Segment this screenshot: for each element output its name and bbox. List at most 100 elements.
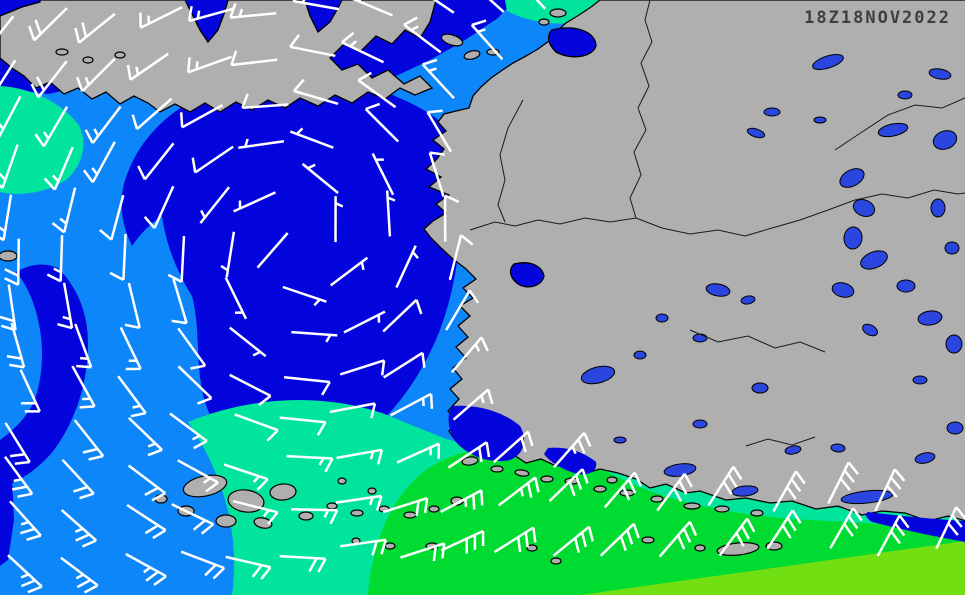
- lakes-layer: [580, 53, 964, 505]
- wind-barb: [233, 191, 277, 213]
- region-border: [834, 97, 965, 151]
- island: [463, 50, 481, 60]
- wind-barb: [389, 392, 434, 417]
- wind-barb: [279, 416, 327, 436]
- wind-barb: [335, 494, 383, 511]
- wind-barb: [357, 71, 397, 109]
- lake: [746, 127, 766, 139]
- wind-barb: [177, 365, 213, 405]
- lake: [784, 445, 802, 455]
- region-border: [635, 189, 965, 237]
- island: [253, 517, 273, 529]
- wind-barb: [403, 16, 442, 54]
- island: [490, 465, 504, 473]
- wind-barb: [186, 55, 232, 74]
- lake: [843, 226, 863, 250]
- wind-barb: [73, 419, 105, 461]
- wind-barb: [60, 509, 98, 548]
- landmass-east: [423, 0, 965, 522]
- wind-barb: [229, 2, 277, 19]
- wind-barb: [440, 529, 485, 554]
- wind-barb: [28, 7, 68, 42]
- lake: [945, 334, 963, 354]
- wind-barb: [658, 520, 698, 558]
- wind-barb: [230, 50, 278, 67]
- wind-barb: [656, 473, 693, 512]
- wind-barb: [191, 145, 234, 174]
- region-border: [745, 436, 816, 447]
- wind-barb: [177, 459, 219, 493]
- lake: [705, 283, 731, 297]
- wind-barb: [396, 442, 441, 464]
- wind-barb: [127, 416, 163, 457]
- lake: [896, 279, 916, 293]
- lake: [830, 443, 846, 453]
- wind-barb: [445, 289, 480, 331]
- wind-barb: [223, 463, 269, 491]
- wind-barb: [718, 517, 756, 557]
- wind-barb: [57, 282, 74, 330]
- wind-barb: [131, 97, 173, 131]
- island: [215, 514, 237, 528]
- island: [550, 557, 562, 565]
- wind-barb: [117, 375, 147, 418]
- lake: [633, 350, 647, 360]
- island: [750, 509, 764, 517]
- wind-barb: [234, 413, 279, 442]
- wind-barb: [60, 556, 99, 594]
- lake: [839, 168, 865, 188]
- wind-barb: [450, 336, 489, 374]
- wind-barb: [82, 141, 116, 184]
- lake: [655, 313, 669, 323]
- island: [514, 469, 530, 477]
- wind-barb: [548, 468, 589, 502]
- island: [714, 505, 730, 513]
- lake: [692, 333, 708, 343]
- wind-barb: [772, 470, 806, 513]
- wind-barb: [238, 138, 285, 149]
- island: [683, 502, 701, 510]
- island: [0, 250, 18, 262]
- wind-barb: [220, 231, 236, 278]
- wind-barb: [286, 454, 334, 473]
- wind-barb: [492, 430, 534, 464]
- lake: [877, 122, 909, 138]
- wind-barb: [4, 422, 31, 466]
- island: [337, 477, 347, 485]
- wind-barb: [229, 373, 272, 407]
- wind-barb: [552, 431, 592, 469]
- landmass-west: [0, 0, 437, 113]
- wind-barb: [488, 0, 505, 13]
- wind-barb: [292, 0, 340, 11]
- region-border: [689, 329, 826, 353]
- wind-barb: [256, 232, 289, 269]
- island: [461, 456, 479, 466]
- region-border: [497, 99, 524, 223]
- wind-barb: [440, 489, 484, 514]
- wind-barb: [497, 476, 540, 507]
- wind-barb: [334, 196, 344, 243]
- region-borders-layer: [469, 0, 965, 447]
- wind-barb: [552, 525, 595, 557]
- lake: [663, 463, 697, 477]
- island: [538, 18, 550, 26]
- lake: [740, 295, 756, 305]
- sea-chartreuse-corner: [580, 541, 965, 595]
- lake: [580, 365, 616, 385]
- island: [114, 51, 126, 59]
- island: [55, 48, 69, 56]
- wind-barb: [9, 500, 42, 541]
- wind-barb: [76, 57, 116, 93]
- island: [82, 56, 94, 64]
- wind-barb: [74, 12, 116, 44]
- wind-barb: [443, 194, 460, 242]
- lake: [692, 419, 708, 429]
- wind-barb: [179, 104, 224, 129]
- lake: [932, 130, 958, 150]
- wind-barb: [232, 499, 279, 525]
- coastal-bay-mid: [509, 262, 545, 288]
- wind-barb: [74, 323, 93, 369]
- wind-barb: [282, 285, 327, 307]
- wind-barb: [6, 322, 26, 369]
